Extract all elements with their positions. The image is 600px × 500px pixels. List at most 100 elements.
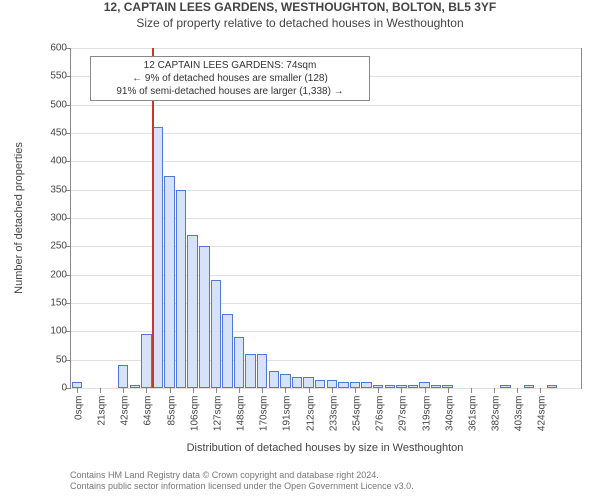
gridline [71, 303, 581, 304]
xtick-label: 382sqm [487, 396, 502, 432]
xtick-mark [332, 388, 333, 393]
bar [222, 314, 232, 388]
xtick-mark [309, 388, 310, 393]
xtick-mark [378, 388, 379, 393]
callout-line: ← 9% of detached houses are smaller (128… [97, 72, 363, 85]
chart-container: 12, CAPTAIN LEES GARDENS, WESTHOUGHTON, … [0, 0, 600, 500]
page-title: 12, CAPTAIN LEES GARDENS, WESTHOUGHTON, … [0, 0, 600, 14]
xtick-mark [448, 388, 449, 393]
gridline [71, 331, 581, 332]
xtick-mark [517, 388, 518, 393]
bar [141, 334, 151, 388]
gridline [71, 246, 581, 247]
ytick-label: 200 [50, 269, 71, 280]
xtick-mark [540, 388, 541, 393]
xtick-label: 424sqm [533, 396, 548, 432]
bar [315, 380, 325, 389]
bar [164, 176, 174, 389]
xtick-label: 340sqm [440, 396, 455, 432]
callout-line: 91% of semi-detached houses are larger (… [97, 85, 363, 98]
ytick-label: 600 [50, 43, 71, 54]
xtick-label: 276sqm [371, 396, 386, 432]
x-axis-title: Distribution of detached houses by size … [187, 442, 464, 454]
bar [547, 385, 557, 388]
xtick-label: 127sqm [208, 396, 223, 432]
xtick-mark [146, 388, 147, 393]
bar [431, 385, 441, 388]
bar [153, 127, 163, 388]
y-axis-title: Number of detached properties [13, 142, 25, 294]
page-subtitle: Size of property relative to detached ho… [0, 16, 600, 30]
bar [118, 365, 128, 388]
callout-line: 12 CAPTAIN LEES GARDENS: 74sqm [97, 59, 363, 72]
xtick-label: 148sqm [232, 396, 247, 432]
ytick-label: 500 [50, 99, 71, 110]
ytick-label: 550 [50, 71, 71, 82]
xtick-label: 64sqm [139, 396, 154, 426]
bar [199, 246, 209, 388]
callout-box: 12 CAPTAIN LEES GARDENS: 74sqm← 9% of de… [90, 56, 370, 101]
gridline [71, 105, 581, 106]
ytick-label: 250 [50, 241, 71, 252]
xtick-label: 170sqm [255, 396, 270, 432]
gridline [71, 161, 581, 162]
xtick-label: 85sqm [162, 396, 177, 426]
ytick-label: 100 [50, 326, 71, 337]
xtick-mark [401, 388, 402, 393]
xtick-label: 191sqm [278, 396, 293, 432]
bar [524, 385, 534, 388]
xtick-label: 0sqm [69, 396, 84, 420]
xtick-mark [285, 388, 286, 393]
ytick-label: 0 [61, 383, 71, 394]
xtick-label: 403sqm [510, 396, 525, 432]
ytick-label: 300 [50, 213, 71, 224]
xtick-mark [100, 388, 101, 393]
xtick-mark [239, 388, 240, 393]
ytick-label: 50 [56, 354, 71, 365]
bar [292, 377, 302, 388]
xtick-mark [262, 388, 263, 393]
gridline [71, 275, 581, 276]
gridline [71, 218, 581, 219]
xtick-mark [77, 388, 78, 393]
bar [385, 385, 395, 388]
xtick-mark [123, 388, 124, 393]
xtick-label: 106sqm [185, 396, 200, 432]
bar [361, 382, 371, 388]
bar [130, 385, 140, 388]
xtick-mark [193, 388, 194, 393]
gridline [71, 133, 581, 134]
xtick-label: 42sqm [116, 396, 131, 426]
bar [257, 354, 267, 388]
xtick-label: 212sqm [301, 396, 316, 432]
ytick-label: 450 [50, 128, 71, 139]
footer-line: Contains HM Land Registry data © Crown c… [70, 470, 414, 481]
xtick-mark [170, 388, 171, 393]
gridline [71, 388, 581, 389]
ytick-label: 150 [50, 298, 71, 309]
bar [327, 380, 337, 389]
xtick-mark [425, 388, 426, 393]
bar [187, 235, 197, 388]
bar [245, 354, 255, 388]
bar [234, 337, 244, 388]
bar [211, 280, 221, 388]
bar [303, 377, 313, 388]
bar [280, 374, 290, 388]
footer-line: Contains public sector information licen… [70, 481, 414, 492]
xtick-mark [494, 388, 495, 393]
xtick-label: 254sqm [347, 396, 362, 432]
xtick-mark [355, 388, 356, 393]
ytick-label: 350 [50, 184, 71, 195]
gridline [71, 48, 581, 49]
bar [338, 382, 348, 388]
xtick-label: 21sqm [92, 396, 107, 426]
xtick-label: 233sqm [324, 396, 339, 432]
bar [176, 190, 186, 388]
bar [500, 385, 510, 388]
ytick-label: 400 [50, 156, 71, 167]
footer-text: Contains HM Land Registry data © Crown c… [70, 470, 414, 493]
xtick-label: 319sqm [417, 396, 432, 432]
xtick-label: 297sqm [394, 396, 409, 432]
gridline [71, 190, 581, 191]
